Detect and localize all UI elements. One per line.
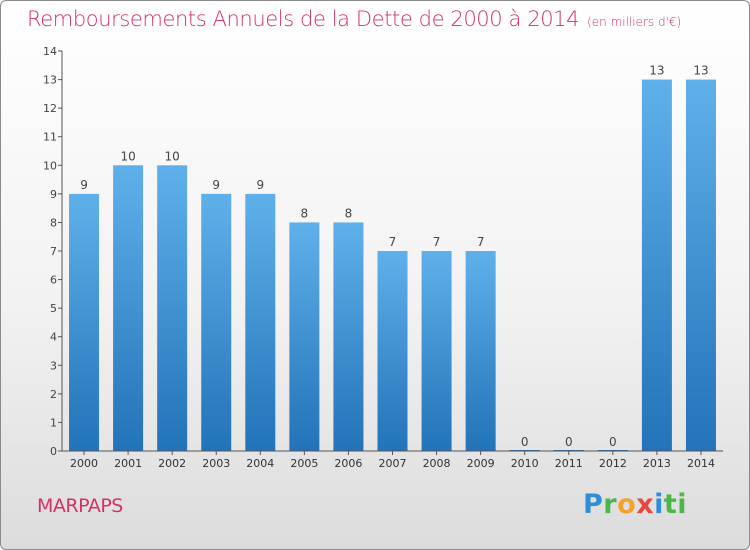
bar-2009: [465, 251, 496, 451]
x-tick-label-2014: 2014: [687, 457, 715, 470]
bar-2002: [157, 165, 188, 452]
unit-note: (en milliers d'€): [587, 15, 682, 29]
value-label-2012: 0: [609, 435, 617, 449]
commune-name: MARPAPS: [37, 495, 123, 517]
value-label-2004: 9: [256, 178, 264, 192]
value-label-2014: 13: [693, 64, 708, 78]
bar-2013: [641, 79, 672, 452]
value-label-2003: 9: [212, 178, 220, 192]
y-tick-label: 10: [43, 159, 57, 172]
x-tick-label-2002: 2002: [158, 457, 186, 470]
bar-2005: [289, 222, 320, 451]
bar-2001: [113, 165, 144, 452]
x-tick-label-2012: 2012: [599, 457, 627, 470]
x-tick-label-2010: 2010: [511, 457, 539, 470]
value-label-2011: 0: [565, 435, 573, 449]
y-tick-label: 2: [50, 388, 57, 401]
y-tick-label: 8: [50, 216, 57, 229]
y-tick-label: 3: [50, 359, 57, 372]
chart-title: Remboursements Annuels de la Dette de 20…: [27, 7, 681, 31]
value-label-2013: 13: [649, 64, 664, 78]
value-label-2000: 9: [80, 178, 88, 192]
bars-group: [69, 79, 716, 452]
x-tick-label-2006: 2006: [334, 457, 362, 470]
proxiti-logo: Proxiti: [583, 489, 687, 520]
logo-letter: o: [617, 489, 637, 520]
y-tick-label: 13: [43, 74, 57, 87]
value-label-2008: 7: [433, 235, 441, 249]
chart-title-text: Remboursements Annuels de la Dette de 20…: [27, 7, 580, 31]
y-tick-label: 4: [50, 331, 57, 344]
x-tick-label-2005: 2005: [290, 457, 318, 470]
logo-letter: ti: [663, 489, 688, 520]
x-tick-label-2001: 2001: [114, 457, 142, 470]
y-tick-label: 6: [50, 274, 57, 287]
y-tick-label: 5: [50, 302, 57, 315]
value-label-2002: 10: [165, 149, 180, 163]
x-tick-label-2008: 2008: [423, 457, 451, 470]
y-tick-label: 1: [50, 416, 57, 429]
value-label-2006: 8: [345, 206, 353, 220]
x-tick-label-2009: 2009: [467, 457, 495, 470]
bar-2014: [685, 79, 716, 452]
y-tick-label: 0: [50, 445, 57, 458]
bar-2006: [333, 222, 364, 451]
value-labels-group: 9 10 10 9 9 8 8 7 7 7 0 0 0 13 13: [80, 64, 708, 449]
x-tick-label-2011: 2011: [555, 457, 583, 470]
x-tick-label-2000: 2000: [70, 457, 98, 470]
logo-letter: i: [654, 489, 664, 520]
y-tick-label: 11: [43, 131, 57, 144]
x-tick-label-2003: 2003: [202, 457, 230, 470]
value-label-2005: 8: [301, 206, 309, 220]
y-tick-label: 14: [43, 45, 57, 58]
bar-2000: [69, 193, 100, 451]
value-label-2001: 10: [120, 149, 135, 163]
bar-2003: [201, 193, 232, 451]
logo-letter: x: [636, 489, 655, 520]
logo-letter: P: [583, 489, 604, 520]
bar-2004: [245, 193, 276, 451]
x-tick-label-2007: 2007: [379, 457, 407, 470]
x-tick-label-2004: 2004: [246, 457, 274, 470]
y-tick-label: 9: [50, 188, 57, 201]
x-axis: 2000 2001 2002 2003 2004 2005 2006 2007 2008 2009…: [62, 450, 723, 470]
y-tick-label: 7: [50, 245, 57, 258]
value-label-2007: 7: [389, 235, 397, 249]
x-tick-label-2013: 2013: [643, 457, 671, 470]
y-tick-label: 12: [43, 102, 57, 115]
bar-2007: [377, 251, 408, 451]
bar-2008: [421, 251, 452, 451]
logo-letter: r: [603, 489, 618, 520]
value-label-2010: 0: [521, 435, 529, 449]
value-label-2009: 7: [477, 235, 485, 249]
